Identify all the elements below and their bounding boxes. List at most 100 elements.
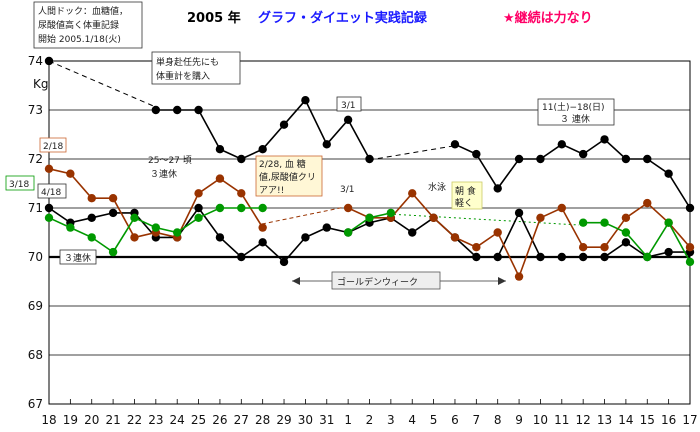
x-tick-label: 6 <box>451 413 459 427</box>
series-1-point <box>643 155 651 163</box>
weight-chart: 2005 年 グラフ・ダイエット実践記録 ★継続は力なり Kg 67686970… <box>0 0 700 432</box>
series-2-point <box>664 248 672 256</box>
x-tick-label: 27 <box>234 413 249 427</box>
series-3-point <box>45 165 53 173</box>
start-note-line-1: 人間ドック：血糖値， <box>38 5 128 17</box>
series-2-point <box>45 204 53 212</box>
series-2-point <box>216 233 224 241</box>
x-tick-label: 15 <box>640 413 655 427</box>
chart-title: グラフ・ダイエット実践記録 <box>258 10 428 26</box>
series-2-point <box>600 253 608 261</box>
feb-28-note-line-1: 2/28, 血 糖 <box>259 158 306 170</box>
series-2-point <box>109 209 117 217</box>
series-1-point <box>301 96 309 104</box>
series-4-point <box>686 258 694 266</box>
x-tick-label: 9 <box>515 413 523 427</box>
series-3-point <box>472 243 480 251</box>
series-1-point <box>451 140 459 148</box>
series-3-point <box>408 189 416 197</box>
x-tick-label: 22 <box>127 413 142 427</box>
y-tick-label: 72 <box>28 152 43 166</box>
series-1-point <box>344 116 352 124</box>
series-1-point <box>600 135 608 143</box>
series-3-point <box>622 214 630 222</box>
series-4-point <box>344 228 352 236</box>
feb-28-note-line-3: アア!! <box>259 186 284 196</box>
y-tick-label: 67 <box>28 397 43 411</box>
series-4-point <box>216 204 224 212</box>
swim-note: 水泳 <box>428 181 446 193</box>
scale-note-line-2: 体重計を購入 <box>156 70 210 82</box>
series-3-point <box>429 214 437 222</box>
golden-week-label: ゴールデンウィーク <box>337 276 418 288</box>
chart-title-year: 2005 年 <box>187 10 241 26</box>
series-3-point <box>643 199 651 207</box>
series-2-point <box>622 238 630 246</box>
series-3-point <box>216 174 224 182</box>
feb-28-note-line-2: 値,尿酸値クリ <box>259 171 316 183</box>
y-tick-label: 71 <box>28 201 43 215</box>
series-2-point <box>472 253 480 261</box>
series-1-point <box>579 150 587 158</box>
x-tick-label: 26 <box>212 413 227 427</box>
x-tick-label: 29 <box>276 413 291 427</box>
x-tick-label: 20 <box>84 413 99 427</box>
series-1-point <box>365 155 373 163</box>
series-1-point <box>664 170 672 178</box>
series-1-point <box>152 106 160 114</box>
series-4-point <box>622 228 630 236</box>
series-3-point <box>88 194 96 202</box>
y-axis-label: Kg <box>33 77 49 91</box>
chart-slogan: ★継続は力なり <box>503 10 593 26</box>
x-tick-label: 24 <box>170 413 185 427</box>
x-tick-label: 3 <box>387 413 395 427</box>
series-3-point <box>686 243 694 251</box>
x-tick-label: 18 <box>41 413 56 427</box>
x-tick-label: 11 <box>554 413 569 427</box>
series-4-point <box>130 214 138 222</box>
series-2-point <box>323 223 331 231</box>
date-0301-top-label: 3/1 <box>341 101 355 111</box>
start-note-line-3: 開始 2005.1/18(火) <box>38 33 121 45</box>
x-tick-label: 7 <box>473 413 481 427</box>
series-1-point <box>216 145 224 153</box>
series-3-point <box>515 272 523 280</box>
series-3-point <box>579 243 587 251</box>
series-4-point <box>643 253 651 261</box>
series-2-point <box>237 253 245 261</box>
series-4-point <box>600 219 608 227</box>
x-tick-label: 5 <box>430 413 438 427</box>
y-tick-label: 69 <box>28 299 43 313</box>
series-4-point <box>66 223 74 231</box>
x-tick-label: 8 <box>494 413 502 427</box>
series-2-point <box>194 204 202 212</box>
series-3-point <box>344 204 352 212</box>
series-4-point <box>45 214 53 222</box>
series-1-point <box>194 106 202 114</box>
series-1-point <box>536 155 544 163</box>
x-tick-label: 17 <box>682 413 697 427</box>
x-tick-label: 14 <box>618 413 633 427</box>
series-3-point <box>258 223 266 231</box>
scale-note-line-1: 単身赴任先にも <box>156 56 219 68</box>
series-1-point <box>472 150 480 158</box>
x-tick-label: 25 <box>191 413 206 427</box>
series-4-point <box>258 204 266 212</box>
series-3-point <box>66 170 74 178</box>
series-4-point <box>664 219 672 227</box>
series-1-point <box>237 155 245 163</box>
series-2-point <box>515 209 523 217</box>
series-4-point <box>109 248 117 256</box>
breakfast-note-line-1: 朝 食 <box>455 185 476 197</box>
date-0218-label: 2/18 <box>43 142 63 152</box>
x-tick-label: 21 <box>105 413 120 427</box>
series-3-point <box>558 204 566 212</box>
feb-25-27-line-2: ３連休 <box>150 168 177 180</box>
series-1-point <box>173 106 181 114</box>
series-2-point <box>536 253 544 261</box>
x-tick-label: 23 <box>148 413 163 427</box>
series-2-point <box>494 253 502 261</box>
x-tick-label: 4 <box>408 413 416 427</box>
consecutive-left-label: ３連休 <box>64 252 91 264</box>
x-tick-label: 31 <box>319 413 334 427</box>
